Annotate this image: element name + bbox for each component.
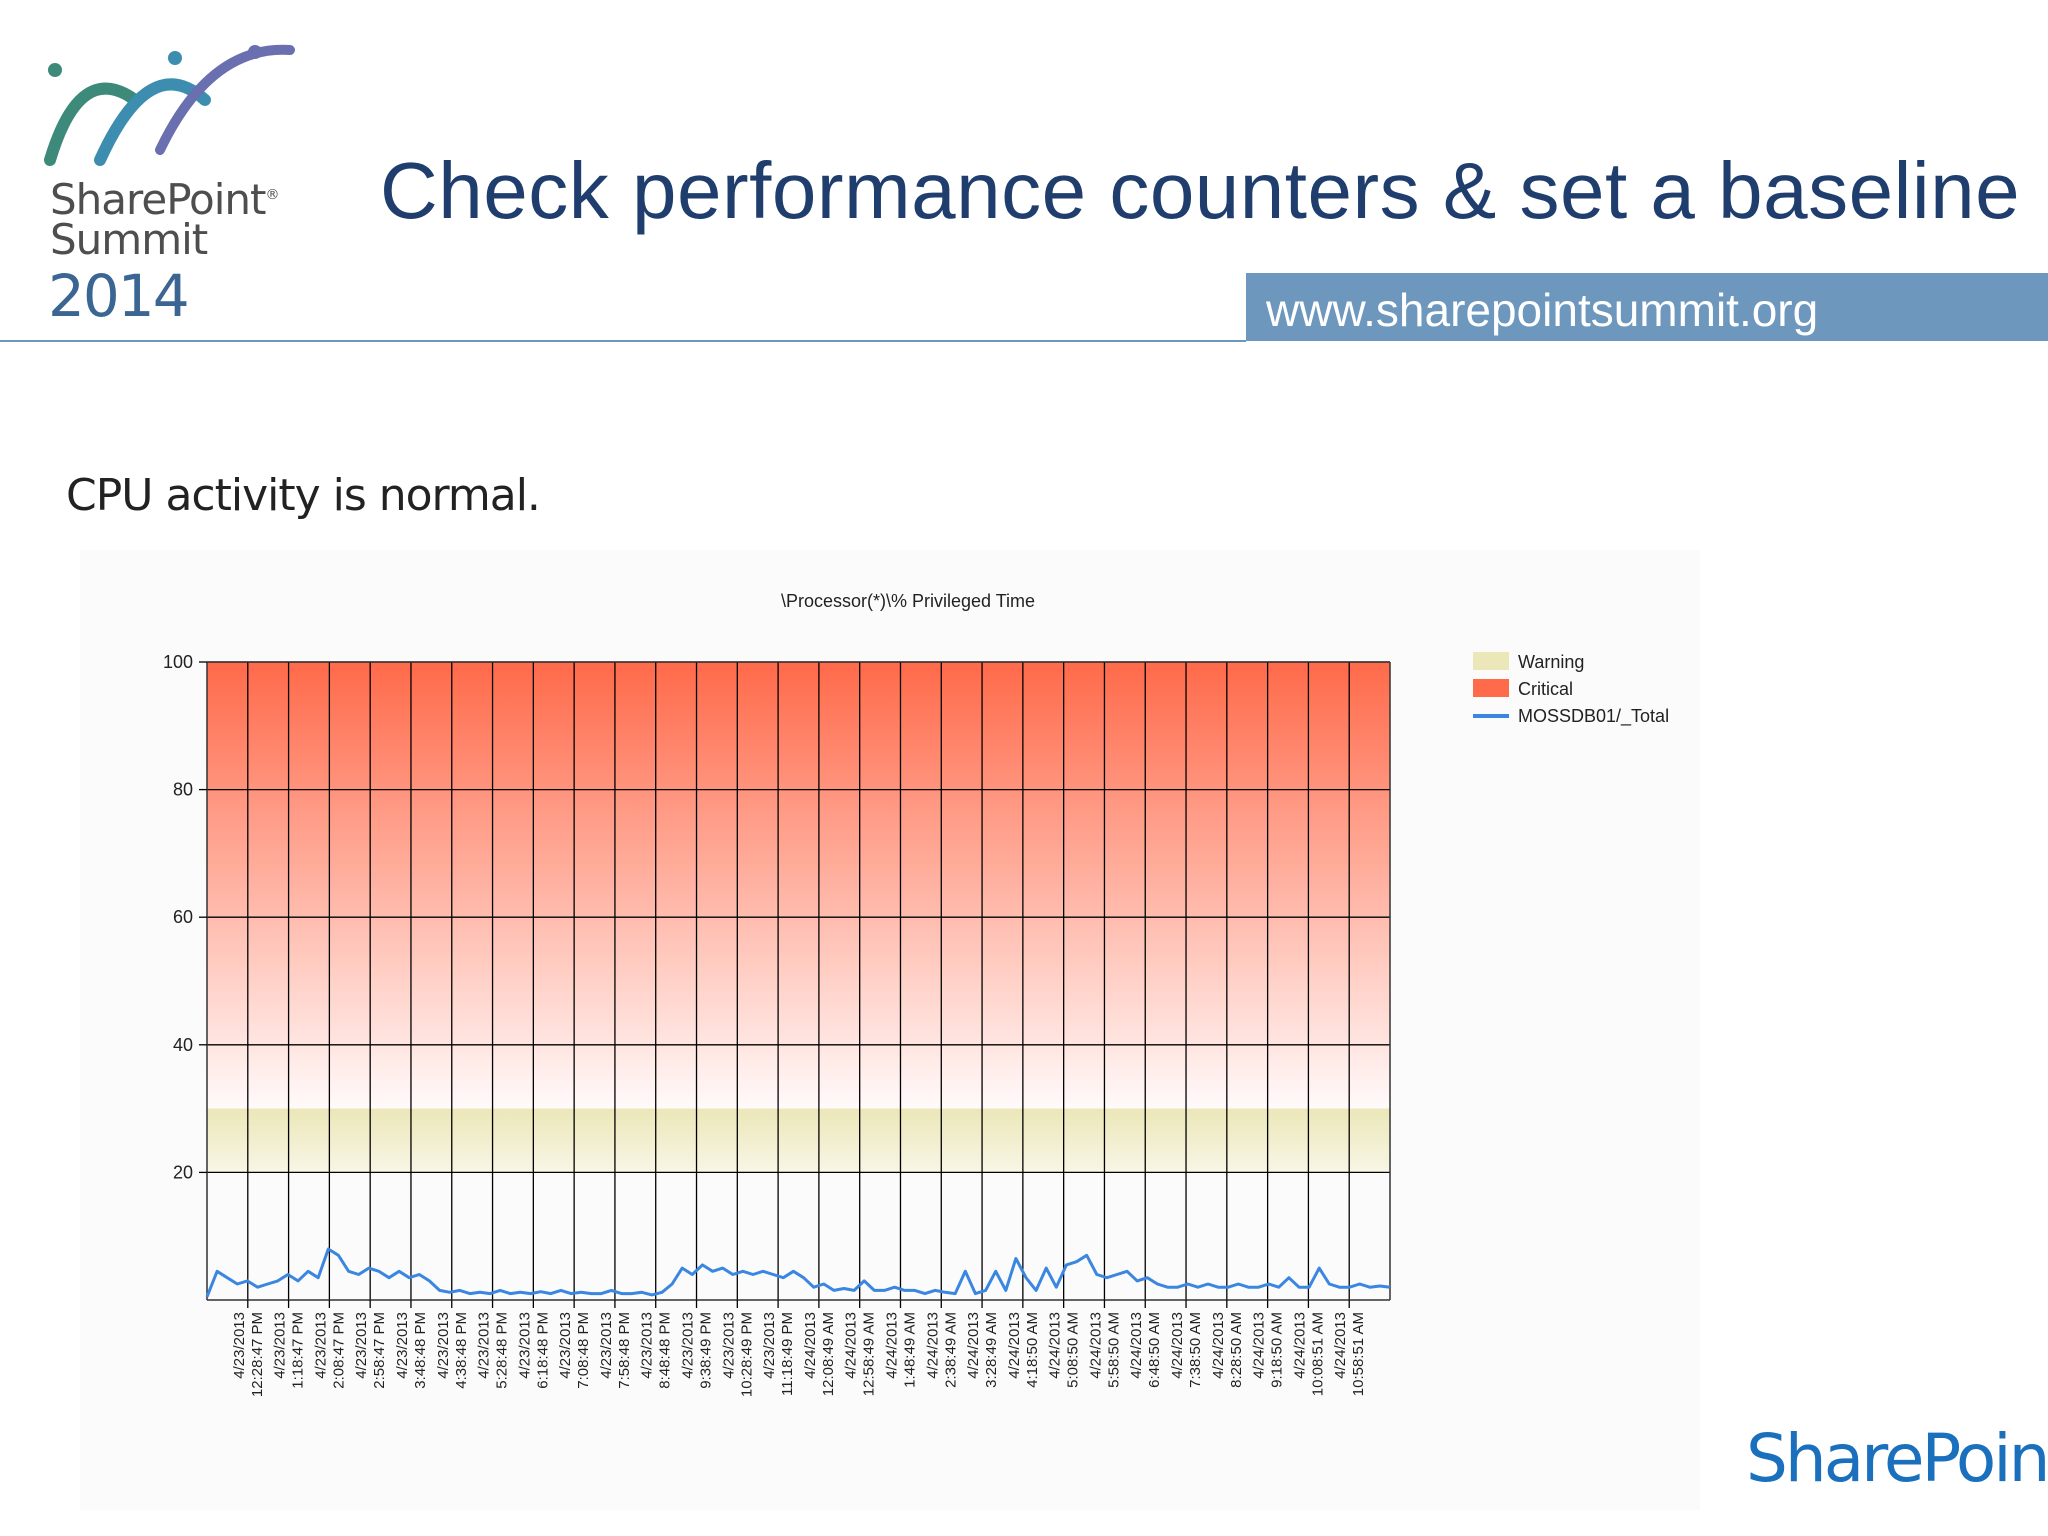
x-tick-label: 4/24/20139:18:50 AM [1251,1312,1286,1388]
legend-label: MOSSDB01/_Total [1518,706,1669,727]
y-tick-label: 100 [163,652,193,672]
x-tick-label: 4/24/20138:28:50 AM [1210,1312,1245,1388]
performance-chart: \Processor(*)\% Privileged Time 20 40 60 80… [163,591,1669,1397]
header-divider [0,340,1246,342]
logo-year: 2014 [48,262,190,330]
x-tick-label: 4/23/20132:58:47 PM [353,1312,388,1389]
sharepoint-summit-logo: SharePoint® Summit 2014 [40,40,320,330]
legend-label: Warning [1518,652,1584,672]
x-tick-label: 4/23/20138:48:48 PM [639,1312,674,1389]
x-tick-label: 4/24/20133:28:49 AM [965,1312,1000,1388]
x-tick-label: 4/24/20134:18:50 AM [1006,1312,1041,1388]
x-tick-label: 4/23/20134:38:48 PM [435,1312,470,1389]
sharepoint-brand-logo: SharePoint [1746,1420,2048,1497]
dancing-figures-icon [44,44,295,166]
y-tick-label: 20 [173,1162,193,1182]
legend-swatch [1473,679,1509,697]
legend-label: Critical [1518,679,1573,699]
x-tick-label: 4/23/20132:08:47 PM [312,1312,347,1389]
x-tick-label: 4/24/201312:08:49 AM [802,1312,837,1396]
critical-band [207,662,1390,1109]
x-tick-label: 4/24/20136:48:50 AM [1128,1312,1163,1388]
chart-container: \Processor(*)\% Privileged Time 20 40 60 80… [80,550,1700,1510]
x-tick-label: 4/23/20135:28:48 PM [476,1312,511,1389]
legend-swatch [1473,652,1509,670]
x-tick-label: 4/23/201311:18:49 PM [761,1312,796,1396]
x-tick-label: 4/24/20135:58:50 AM [1087,1312,1122,1388]
x-tick-label: 4/24/201310:08:51 AM [1291,1312,1326,1396]
y-tick-label: 40 [173,1035,193,1055]
x-tick-label: 4/24/20132:38:49 AM [924,1312,959,1388]
y-tick-label: 60 [173,907,193,927]
logo-line1: SharePoint® [50,175,279,224]
x-tick-label: 4/23/20133:48:48 PM [394,1312,429,1389]
x-tick-label: 4/23/20136:18:48 PM [516,1312,551,1389]
registered-mark: ® [265,187,279,203]
x-tick-label: 4/24/20131:48:49 AM [883,1312,918,1388]
x-tick-label: 4/24/201312:58:49 AM [843,1312,878,1396]
slide-subtitle: CPU activity is normal. [66,470,541,521]
x-tick-label: 4/24/201310:58:51 AM [1332,1312,1367,1396]
y-tick-label: 80 [173,780,193,800]
slide-title: Check performance counters & set a basel… [380,146,2021,235]
x-tick-label: 4/23/20131:18:47 PM [272,1312,307,1389]
chart-title: \Processor(*)\% Privileged Time [781,591,1035,611]
url-text: www.sharepointsummit.org [1266,284,1819,336]
x-tick-label: 4/23/201310:28:49 PM [720,1312,755,1397]
x-tick-label: 4/23/20137:08:48 PM [557,1312,592,1389]
x-tick-label: 4/23/20139:38:49 PM [680,1312,715,1389]
x-tick-label: 4/23/20137:58:48 PM [598,1312,633,1389]
x-tick-label: 4/24/20135:08:50 AM [1047,1312,1082,1388]
url-banner: www.sharepointsummit.org [1246,273,2048,341]
series-line [205,1247,1391,1298]
x-tick-label: 4/24/20137:38:50 AM [1169,1312,1204,1388]
warning-band [207,1108,1390,1173]
logo-line2: Summit [50,215,208,264]
x-tick-label: 4/23/201312:28:47 PM [231,1312,266,1397]
